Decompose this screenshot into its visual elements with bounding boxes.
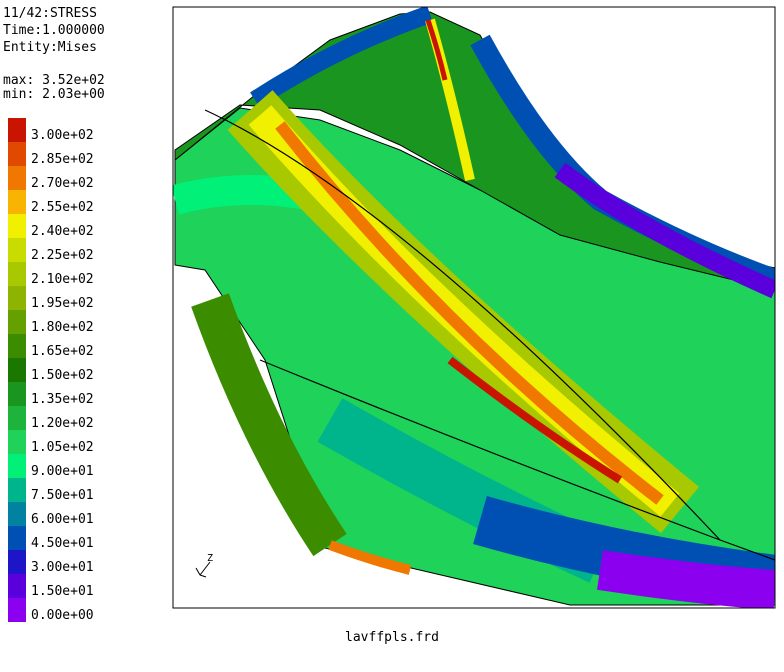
header-line: 11/42:STRESS [3, 6, 97, 21]
legend-label: 7.50e+01 [31, 488, 94, 503]
contour-band [597, 550, 775, 608]
legend-swatch [8, 286, 26, 310]
legend-swatch [8, 358, 26, 382]
legend-swatch [8, 598, 26, 622]
legend-label: 9.00e+01 [31, 464, 94, 479]
axes-triad [195, 561, 211, 578]
legend-swatch [8, 262, 26, 286]
legend-swatch [8, 550, 26, 574]
contour-band [191, 293, 347, 557]
legend-label: 1.80e+02 [31, 320, 94, 335]
model [173, 7, 775, 608]
file-name: lavffpls.frd [345, 630, 439, 645]
contour-band [554, 162, 775, 299]
legend-label: 2.85e+02 [31, 152, 94, 167]
legend-label: 4.50e+01 [31, 536, 94, 551]
legend-swatch [8, 142, 26, 166]
legend-label: 2.10e+02 [31, 272, 94, 287]
legend-swatch [8, 430, 26, 454]
legend-label: 1.50e+01 [31, 584, 94, 599]
legend-label: 2.70e+02 [31, 176, 94, 191]
legend-swatch [8, 478, 26, 502]
legend-label: 1.35e+02 [31, 392, 94, 407]
legend-label: 1.95e+02 [31, 296, 94, 311]
legend-label: 6.00e+01 [31, 512, 94, 527]
legend-swatch [8, 238, 26, 262]
viewport-frame [172, 6, 776, 609]
legend-swatch [8, 310, 26, 334]
contour-band [250, 7, 433, 108]
header-line: Entity:Mises [3, 40, 97, 55]
edge [259, 359, 775, 561]
legend-label: 2.25e+02 [31, 248, 94, 263]
legend-label: 2.40e+02 [31, 224, 94, 239]
legend-swatch [8, 214, 26, 238]
axis-label: Z [207, 553, 213, 564]
legend-label: 3.00e+01 [31, 560, 94, 575]
legend-swatch [8, 406, 26, 430]
legend-swatch [8, 502, 26, 526]
legend-swatch [8, 118, 26, 142]
legend: 3.00e+02 2.85e+02 2.70e+02 2.55e+02 2.40e+02… [8, 118, 94, 623]
legend-swatch [8, 574, 26, 598]
legend-label: 0.00e+00 [31, 608, 94, 623]
legend-swatch [8, 454, 26, 478]
viewport: Z [172, 6, 776, 609]
contour-band [425, 19, 448, 81]
legend-label: 1.50e+02 [31, 368, 94, 383]
legend-label: 3.00e+02 [31, 128, 94, 143]
legend-swatch [8, 382, 26, 406]
max-label: max: 3.52e+02 [3, 73, 105, 88]
legend-label: 2.55e+02 [31, 200, 94, 215]
legend-label: 1.05e+02 [31, 440, 94, 455]
legend-label: 1.65e+02 [31, 344, 94, 359]
header-line: Time:1.000000 [3, 23, 105, 38]
legend-label: 1.20e+02 [31, 416, 94, 431]
edge [204, 109, 721, 541]
contour-band [447, 356, 623, 484]
legend-swatch [8, 166, 26, 190]
min-label: min: 2.03e+00 [3, 87, 105, 102]
legend-swatch [8, 190, 26, 214]
legend-swatch [8, 526, 26, 550]
contour-band [328, 540, 412, 575]
legend-swatch [8, 334, 26, 358]
